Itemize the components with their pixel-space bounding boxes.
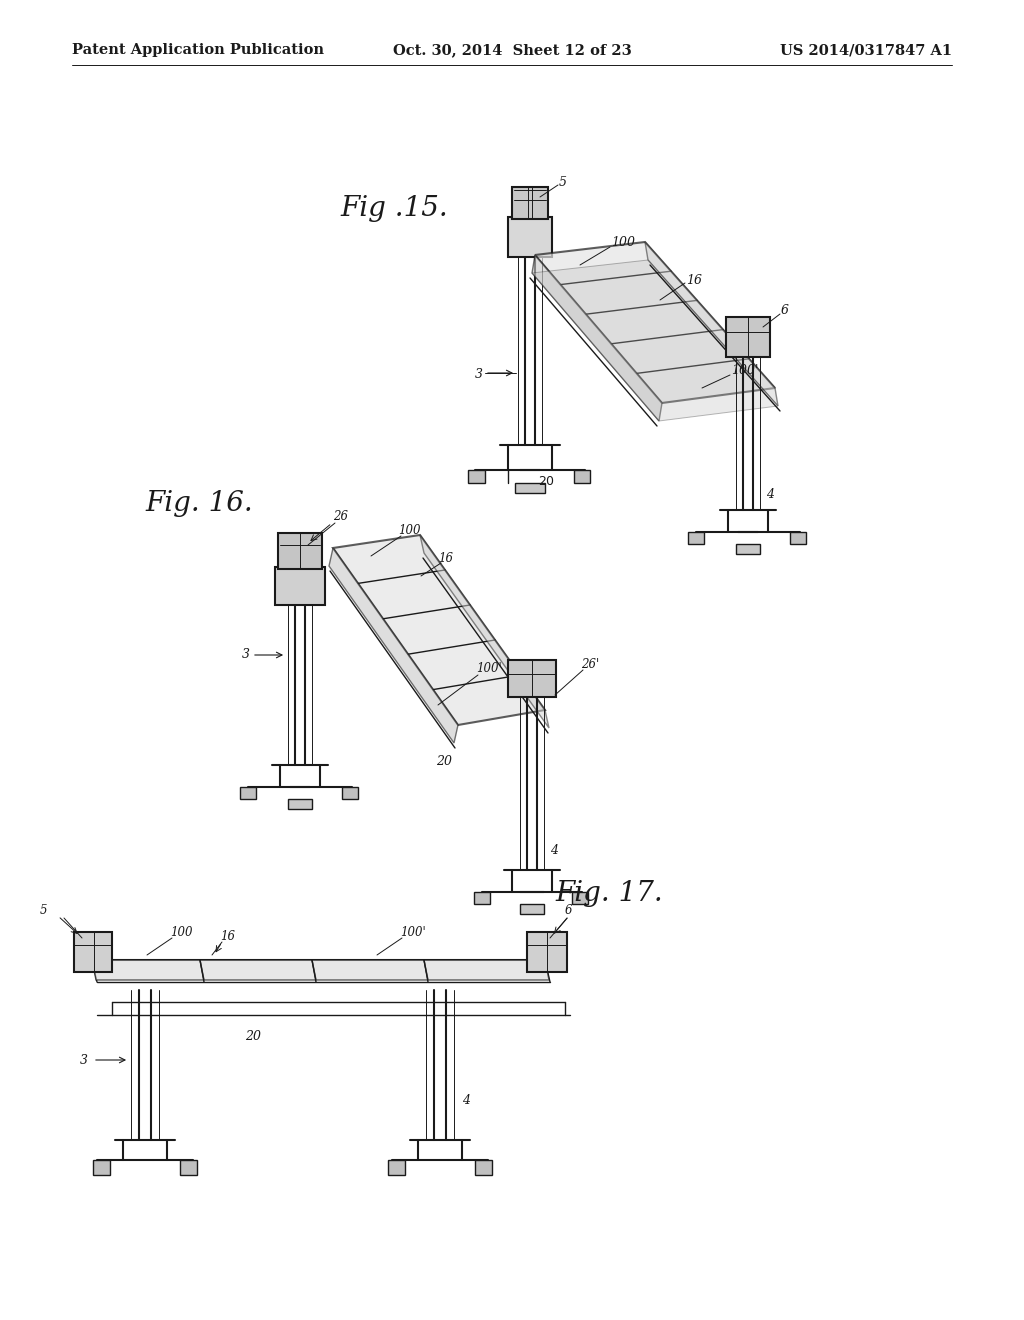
Text: 16: 16	[220, 929, 234, 942]
Polygon shape	[736, 544, 760, 554]
Text: 3: 3	[475, 368, 483, 381]
Polygon shape	[288, 799, 312, 809]
Polygon shape	[574, 470, 590, 483]
Polygon shape	[688, 532, 705, 544]
Text: 20: 20	[436, 755, 452, 768]
Polygon shape	[645, 242, 778, 407]
Text: 100: 100	[611, 236, 635, 249]
Text: 20: 20	[245, 1030, 261, 1043]
Polygon shape	[92, 960, 204, 979]
Polygon shape	[475, 1160, 492, 1175]
Text: 4: 4	[766, 488, 774, 502]
Polygon shape	[329, 548, 458, 743]
Text: US 2014/0317847 A1: US 2014/0317847 A1	[780, 44, 952, 57]
Text: Oct. 30, 2014  Sheet 12 of 23: Oct. 30, 2014 Sheet 12 of 23	[392, 44, 632, 57]
Text: 100: 100	[398, 524, 421, 536]
Text: 4: 4	[550, 843, 558, 857]
Polygon shape	[312, 960, 428, 979]
Text: Fig. 17.: Fig. 17.	[555, 880, 663, 907]
Polygon shape	[508, 660, 556, 697]
Text: 6: 6	[781, 304, 790, 317]
Polygon shape	[200, 960, 316, 979]
Polygon shape	[508, 216, 552, 257]
Text: 16: 16	[686, 273, 702, 286]
Text: 4: 4	[462, 1093, 470, 1106]
Polygon shape	[342, 787, 358, 799]
Text: 26: 26	[333, 511, 348, 524]
Polygon shape	[278, 533, 322, 569]
Polygon shape	[790, 532, 806, 544]
Polygon shape	[520, 904, 544, 913]
Polygon shape	[420, 535, 549, 729]
Polygon shape	[424, 960, 549, 979]
Text: 100': 100'	[400, 925, 426, 939]
Polygon shape	[93, 1160, 110, 1175]
Text: 5: 5	[559, 176, 567, 189]
Polygon shape	[474, 892, 490, 904]
Text: 3: 3	[242, 648, 250, 661]
Polygon shape	[532, 255, 662, 421]
Text: 100': 100'	[731, 364, 759, 378]
Polygon shape	[527, 932, 567, 972]
Text: 100: 100	[170, 925, 193, 939]
Polygon shape	[388, 1160, 406, 1175]
Polygon shape	[180, 1160, 197, 1175]
Text: 6: 6	[565, 903, 572, 916]
Text: Fig. 16.: Fig. 16.	[145, 490, 253, 517]
Text: 16: 16	[438, 552, 453, 565]
Polygon shape	[468, 470, 485, 483]
Polygon shape	[333, 535, 545, 725]
Text: 26': 26'	[581, 657, 599, 671]
Polygon shape	[512, 187, 548, 219]
Text: Fig .15.: Fig .15.	[340, 195, 447, 222]
Text: 100': 100'	[476, 663, 502, 676]
Text: 5: 5	[40, 903, 47, 916]
Polygon shape	[515, 483, 545, 492]
Polygon shape	[532, 260, 778, 421]
Text: $\mathit{20}$: $\mathit{20}$	[538, 475, 555, 488]
Polygon shape	[74, 932, 112, 972]
Polygon shape	[275, 568, 325, 605]
Polygon shape	[535, 242, 775, 403]
Polygon shape	[240, 787, 256, 799]
Polygon shape	[572, 892, 588, 904]
Polygon shape	[726, 317, 770, 356]
Text: 3: 3	[80, 1053, 88, 1067]
Text: Patent Application Publication: Patent Application Publication	[72, 44, 324, 57]
